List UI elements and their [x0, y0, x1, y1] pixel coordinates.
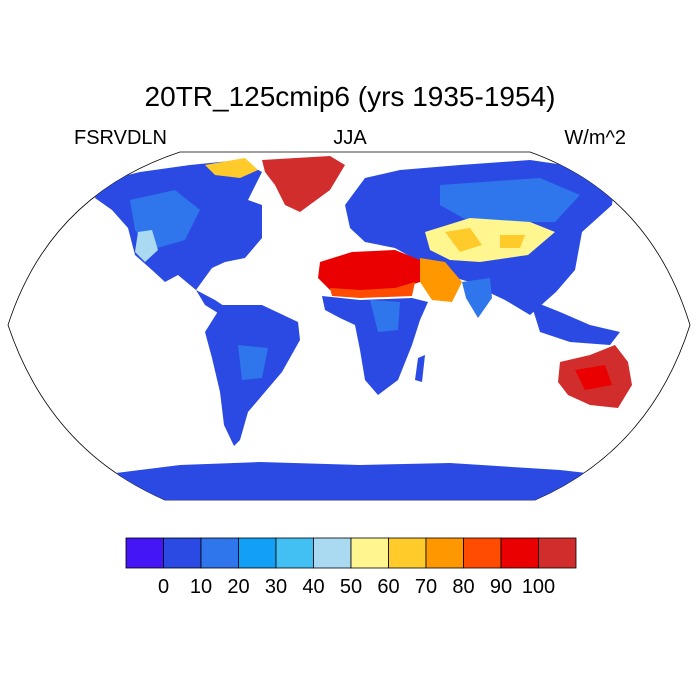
colorbar-box	[275, 537, 314, 569]
colorbar-boxes	[125, 537, 577, 569]
colorbar-tick-label: 80	[452, 576, 475, 598]
arabia-region	[420, 258, 462, 302]
colorbar-box	[500, 537, 539, 569]
sahara-region	[318, 250, 425, 292]
colorbar-box	[388, 537, 427, 569]
colorbar-tick-label: 40	[302, 576, 325, 598]
sahara-edge	[330, 282, 415, 298]
india-region	[462, 278, 492, 318]
colorbar-box	[238, 537, 277, 569]
siberia-highlight	[440, 178, 580, 222]
colorbar-box	[163, 537, 202, 569]
colorbar-tick-label: 50	[339, 576, 363, 598]
mongolia-hot	[500, 235, 525, 248]
season-label: JJA	[333, 127, 367, 149]
arctic-canada-warm	[205, 158, 258, 178]
africa-highlight	[370, 300, 400, 332]
colorbar-tick-label: 60	[377, 576, 400, 598]
colorbar-box	[125, 537, 164, 569]
antarctica-region	[10, 462, 690, 500]
madagascar-region	[415, 355, 425, 382]
map-title: 20TR_125cmip6 (yrs 1935-1954)	[144, 81, 556, 112]
colorbar-tick-label: 10	[189, 576, 213, 598]
colorbar-tick-label: 20	[227, 576, 250, 598]
colorbar-tick-label: 100	[521, 576, 556, 598]
colorbar-box	[350, 537, 389, 569]
units-label: W/m^2	[564, 127, 626, 149]
africa-region	[322, 296, 428, 395]
north-america-dry-patch	[135, 230, 158, 262]
colorbar-tick-label: 70	[414, 576, 438, 598]
australia-highlight	[575, 365, 612, 390]
central-asia-region	[425, 218, 555, 262]
variable-label: FSRVDLN	[74, 127, 167, 149]
colorbar-tick-label: 30	[264, 576, 288, 598]
colorbar-tick-label: 0	[157, 576, 170, 598]
colorbar-box	[463, 537, 502, 569]
colorbar-box	[200, 537, 239, 569]
colorbar-box	[313, 537, 352, 569]
southeast-asia-region	[530, 300, 620, 345]
colorbar-tick-label: 90	[489, 576, 513, 598]
colorbar-box	[425, 537, 464, 569]
colorbar-box	[538, 537, 577, 569]
central-asia-hot	[445, 228, 482, 252]
greenland-region	[262, 156, 345, 212]
south-america-highlight	[238, 345, 268, 380]
